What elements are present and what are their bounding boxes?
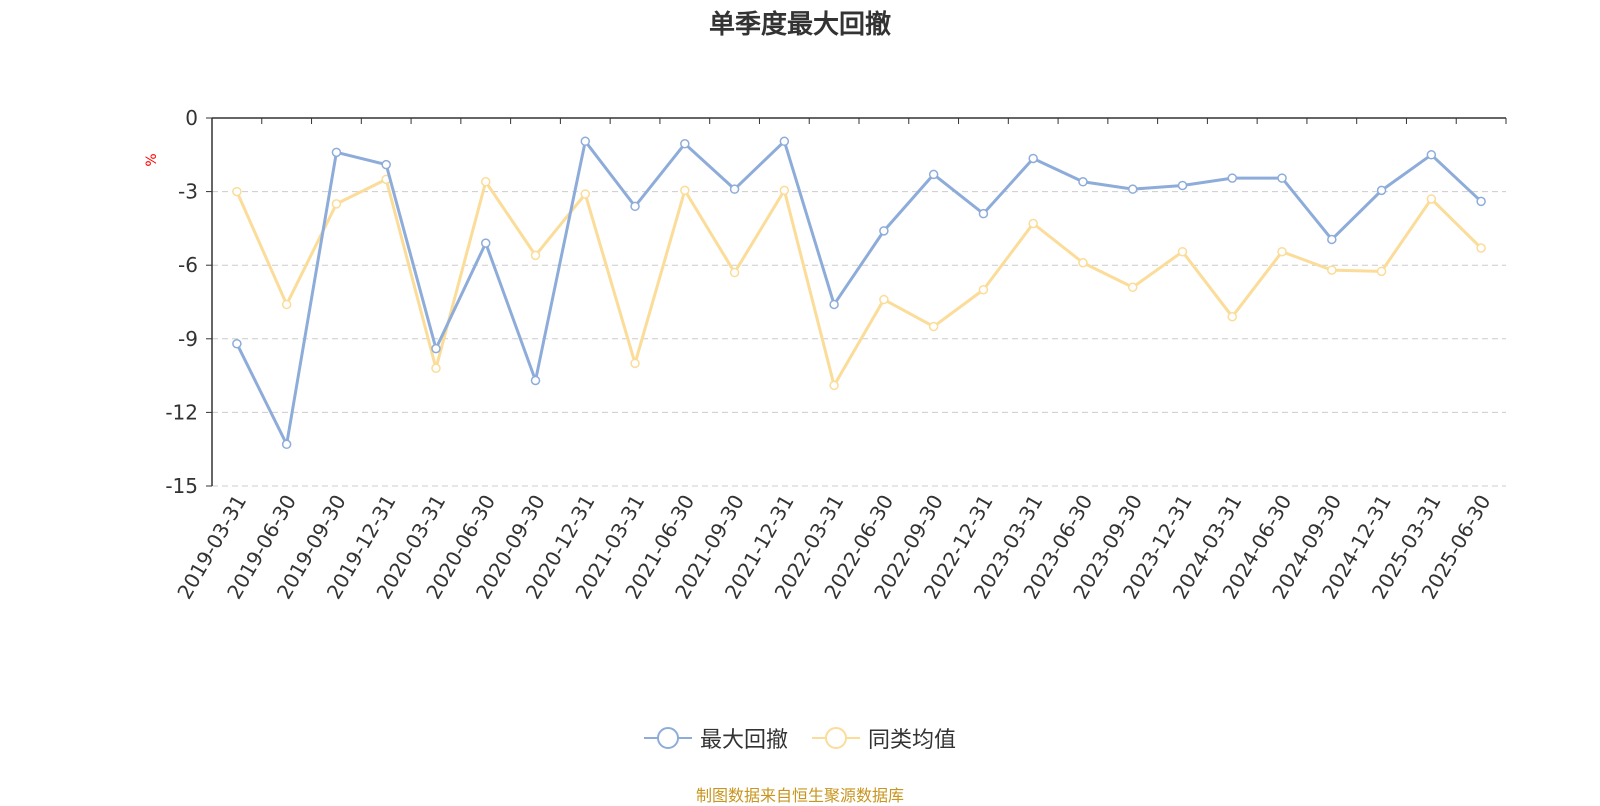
legend-marker-series-2	[812, 727, 860, 749]
series-2-point	[779, 185, 790, 196]
series-2-point	[1078, 257, 1088, 268]
y-tick-label: -12	[165, 400, 198, 424]
series-2-point	[630, 358, 640, 369]
series-1-point	[779, 136, 790, 147]
series-2-point	[281, 299, 292, 310]
source-note: 制图数据来自恒生聚源数据库	[695, 786, 904, 805]
series-1-point	[480, 238, 491, 248]
series-2-point	[580, 189, 591, 199]
series-2-point	[331, 199, 342, 209]
series-1-line	[235, 139, 1483, 446]
series-1-point	[1177, 180, 1188, 191]
series-1-point	[431, 343, 441, 354]
chart-title: 单季度最大回撤	[708, 10, 891, 40]
series-1-point	[1127, 184, 1138, 194]
series-1-point	[1376, 185, 1387, 196]
series-2-point	[978, 284, 989, 295]
series-2-point	[1426, 194, 1437, 204]
series-2-point	[232, 186, 242, 197]
series-1-point	[232, 338, 242, 349]
series-2-point	[1327, 265, 1337, 275]
series-1-point	[530, 375, 541, 386]
series-2-point	[530, 250, 541, 261]
legend-item-series-1[interactable]: 最大回撤	[643, 722, 788, 754]
series-1-point	[331, 147, 342, 158]
series-2-point	[1277, 246, 1287, 257]
series-1-point	[1327, 234, 1337, 245]
y-tick-label: -9	[178, 327, 198, 351]
series-1-point	[1277, 173, 1287, 183]
series-1-point	[978, 208, 989, 219]
y-axis-unit-label: %	[144, 153, 160, 166]
series-1-point	[1426, 150, 1437, 160]
series-2-point	[480, 177, 491, 187]
y-tick-label: -3	[178, 180, 198, 204]
series-2-point	[1227, 311, 1238, 322]
chart-legend: 最大回撤 同类均值	[0, 722, 1600, 754]
series-1-point	[1227, 173, 1238, 183]
series-2-point	[1376, 266, 1387, 277]
series-2-point	[1127, 282, 1138, 293]
series-1-point	[381, 159, 391, 170]
series-1-point	[630, 201, 640, 212]
series-2-point	[829, 380, 839, 391]
line-chart: 0-3-6-9-12-152019-03-312019-06-302019-09…	[144, 106, 1507, 603]
series-1-point	[729, 184, 740, 194]
series-2-point	[680, 185, 690, 196]
series-2-point	[431, 363, 441, 373]
series-1-point	[928, 169, 939, 180]
series-1-point	[1078, 177, 1088, 187]
legend-marker-series-1	[643, 727, 692, 749]
y-tick-label: -6	[178, 253, 198, 277]
series-1-point	[879, 226, 889, 236]
series-2-point	[879, 294, 889, 305]
series-1-point	[1476, 196, 1486, 207]
legend-item-series-2[interactable]: 同类均值	[812, 722, 956, 754]
series-2-point	[1028, 218, 1038, 229]
series-1-point	[680, 139, 690, 149]
series-2-line	[235, 177, 1483, 387]
series-2-point	[1476, 243, 1486, 253]
series-2-point	[928, 321, 939, 332]
series-1-point	[829, 299, 839, 310]
series-2-point	[1177, 246, 1188, 257]
y-tick-label: -15	[165, 474, 198, 498]
legend-label-series-2: 同类均值	[868, 728, 957, 753]
series-1-point	[281, 439, 292, 450]
series-2-point	[729, 267, 740, 278]
y-tick-label: 0	[185, 106, 198, 130]
legend-label-series-1: 最大回撤	[699, 728, 788, 753]
series-1-point	[1028, 153, 1038, 164]
series-1-point	[580, 136, 591, 147]
